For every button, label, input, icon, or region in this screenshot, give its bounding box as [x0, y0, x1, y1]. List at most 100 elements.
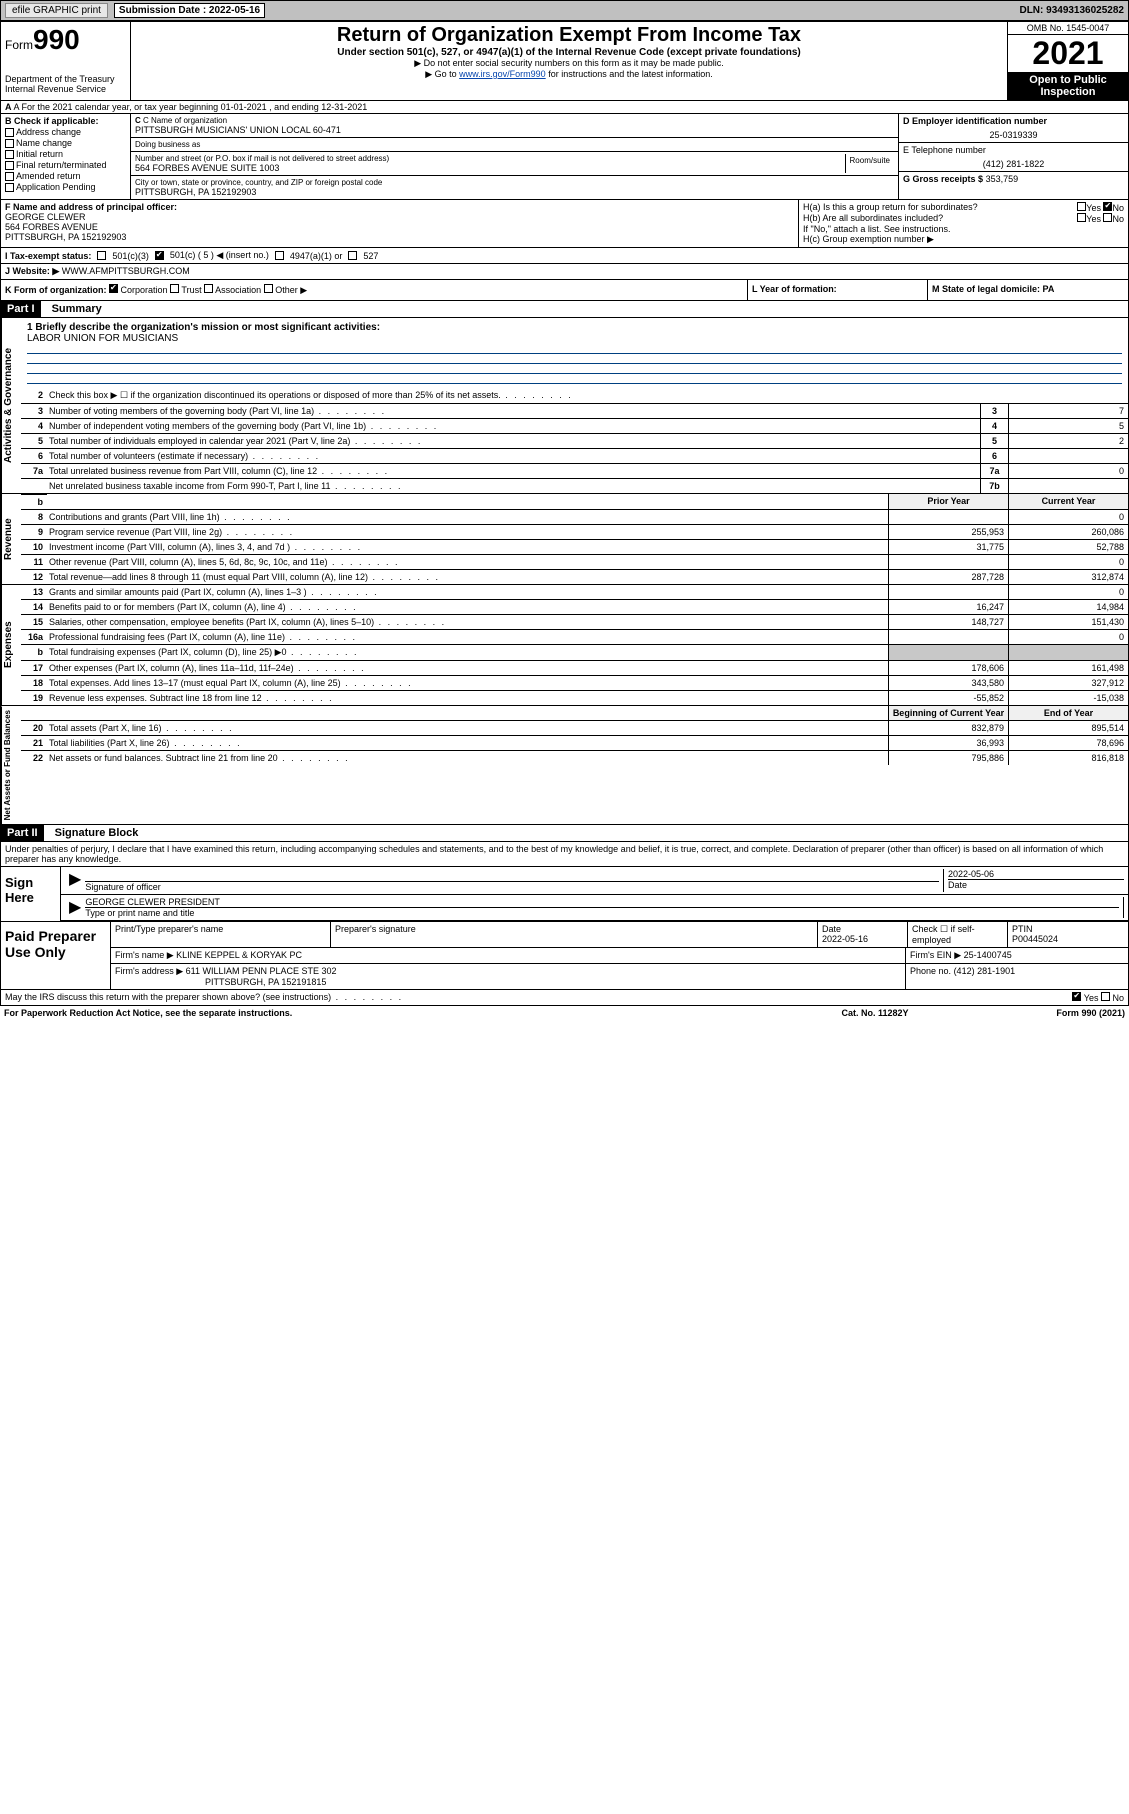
- hb-question: H(b) Are all subordinates included?: [803, 213, 1077, 224]
- other-checkbox[interactable]: [264, 284, 273, 293]
- prior-val: 31,775: [888, 540, 1008, 554]
- boc-header: Beginning of Current Year: [888, 706, 1008, 720]
- line-val: 5: [1008, 419, 1128, 433]
- arrow-icon: ▶: [65, 897, 85, 918]
- ssn-note: ▶ Do not enter social security numbers o…: [137, 58, 1001, 69]
- vert-expenses: Expenses: [1, 585, 21, 705]
- current-val: 14,984: [1008, 600, 1128, 614]
- line-box: 7a: [980, 464, 1008, 478]
- line-desc: Investment income (Part VIII, column (A)…: [47, 540, 888, 554]
- 501c3-checkbox[interactable]: [97, 251, 106, 260]
- current-val: 327,912: [1008, 676, 1128, 690]
- line-desc: Number of independent voting members of …: [47, 419, 980, 433]
- eoy-header: End of Year: [1008, 706, 1128, 720]
- part1-title: Summary: [44, 303, 102, 315]
- prep-name-col: Print/Type preparer's name: [111, 922, 331, 947]
- b-checkbox[interactable]: [5, 172, 14, 181]
- street-address: 564 FORBES AVENUE SUITE 1003: [135, 163, 845, 173]
- ha-yes-checkbox[interactable]: [1077, 202, 1086, 211]
- 527-checkbox[interactable]: [348, 251, 357, 260]
- year-formation-label: L Year of formation:: [748, 280, 928, 300]
- current-val: 161,498: [1008, 661, 1128, 675]
- trust-checkbox[interactable]: [170, 284, 179, 293]
- line-num: 7a: [21, 464, 47, 478]
- hb-yes-checkbox[interactable]: [1077, 213, 1086, 222]
- line-val: [1008, 479, 1128, 493]
- submission-date: Submission Date : 2022-05-16: [114, 3, 265, 18]
- b-checkbox[interactable]: [5, 161, 14, 170]
- line-num: 12: [21, 570, 47, 584]
- b-checkbox[interactable]: [5, 128, 14, 137]
- b-checkbox[interactable]: [5, 150, 14, 159]
- current-val: 312,874: [1008, 570, 1128, 584]
- boc-val: 795,886: [888, 751, 1008, 765]
- website-value: WWW.AFMPITTSBURGH.COM: [62, 266, 190, 276]
- assoc-checkbox[interactable]: [204, 284, 213, 293]
- line-box: 6: [980, 449, 1008, 463]
- b-checkbox[interactable]: [5, 183, 14, 192]
- line-desc: Total expenses. Add lines 13–17 (must eq…: [47, 676, 888, 690]
- ein-value: 25-0319339: [903, 130, 1124, 140]
- 4947-checkbox[interactable]: [275, 251, 284, 260]
- b-check-label: Initial return: [16, 149, 63, 159]
- line-desc: Professional fundraising fees (Part IX, …: [47, 630, 888, 644]
- form-org-label: K Form of organization:: [5, 285, 107, 295]
- self-employed-check[interactable]: Check ☐ if self-employed: [908, 922, 1008, 947]
- line-num: 4: [21, 419, 47, 433]
- irs-yes-checkbox[interactable]: [1072, 992, 1081, 1001]
- line-desc: Total liabilities (Part X, line 26): [47, 736, 888, 750]
- line-desc: Salaries, other compensation, employee b…: [47, 615, 888, 629]
- b-checkbox[interactable]: [5, 139, 14, 148]
- mission-text: LABOR UNION FOR MUSICIANS: [27, 333, 1122, 344]
- part2-title: Signature Block: [47, 827, 139, 839]
- sign-here-label: Sign Here: [1, 867, 61, 921]
- 501c-checkbox[interactable]: [155, 251, 164, 260]
- goto-note: ▶ Go to www.irs.gov/Form990 for instruct…: [137, 69, 1001, 80]
- ha-no-checkbox[interactable]: [1103, 202, 1112, 211]
- prep-date-val: 2022-05-16: [822, 934, 868, 944]
- line-num: 5: [21, 434, 47, 448]
- irs-link[interactable]: www.irs.gov/Form990: [459, 69, 546, 79]
- org-name: PITTSBURGH MUSICIANS' UNION LOCAL 60-471: [135, 125, 894, 135]
- efile-print-button[interactable]: efile GRAPHIC print: [5, 3, 108, 18]
- form-subtitle: Under section 501(c), 527, or 4947(a)(1)…: [137, 47, 1001, 58]
- arrow-icon: ▶: [65, 869, 85, 892]
- line-desc: Other revenue (Part VIII, column (A), li…: [47, 555, 888, 569]
- vert-netassets: Net Assets or Fund Balances: [1, 706, 21, 824]
- line-desc: Check this box ▶ ☐ if the organization d…: [47, 388, 1128, 403]
- firm-addr1: 611 WILLIAM PENN PLACE STE 302: [186, 966, 337, 976]
- line-num: 9: [21, 525, 47, 539]
- current-val: 52,788: [1008, 540, 1128, 554]
- dba-label: Doing business as: [135, 140, 894, 149]
- line-num: 13: [21, 585, 47, 599]
- phone-label: E Telephone number: [903, 145, 1124, 155]
- line-val: 0: [1008, 464, 1128, 478]
- part2-header: Part II: [1, 825, 44, 841]
- officer-addr2: PITTSBURGH, PA 152192903: [5, 232, 794, 242]
- line-num: 15: [21, 615, 47, 629]
- ha-question: H(a) Is this a group return for subordin…: [803, 202, 1077, 213]
- eoy-val: 895,514: [1008, 721, 1128, 735]
- phone-value: (412) 281-1822: [903, 159, 1124, 169]
- date-label: Date: [948, 879, 1124, 890]
- firm-ein-label: Firm's EIN ▶: [910, 950, 961, 960]
- room-suite-label: Room/suite: [845, 154, 894, 173]
- firm-addr2: PITTSBURGH, PA 152191815: [115, 977, 326, 987]
- part1-header: Part I: [1, 301, 41, 317]
- line-num: 21: [21, 736, 47, 750]
- officer-name: GEORGE CLEWER: [5, 212, 794, 222]
- prior-val: [888, 555, 1008, 569]
- corp-checkbox[interactable]: [109, 284, 118, 293]
- prior-year-header: Prior Year: [888, 494, 1008, 509]
- tax-status-label: I Tax-exempt status:: [5, 251, 91, 261]
- irs-no-checkbox[interactable]: [1101, 992, 1110, 1001]
- prep-date-col: Date: [822, 924, 841, 934]
- dln: DLN: 93493136025282: [1019, 5, 1124, 16]
- line-desc: Program service revenue (Part VIII, line…: [47, 525, 888, 539]
- b-check-label: Application Pending: [16, 182, 96, 192]
- current-val: 151,430: [1008, 615, 1128, 629]
- officer-label: F Name and address of principal officer:: [5, 202, 794, 212]
- prior-val: 287,728: [888, 570, 1008, 584]
- city-state-zip: PITTSBURGH, PA 152192903: [135, 187, 894, 197]
- current-val: -15,038: [1008, 691, 1128, 705]
